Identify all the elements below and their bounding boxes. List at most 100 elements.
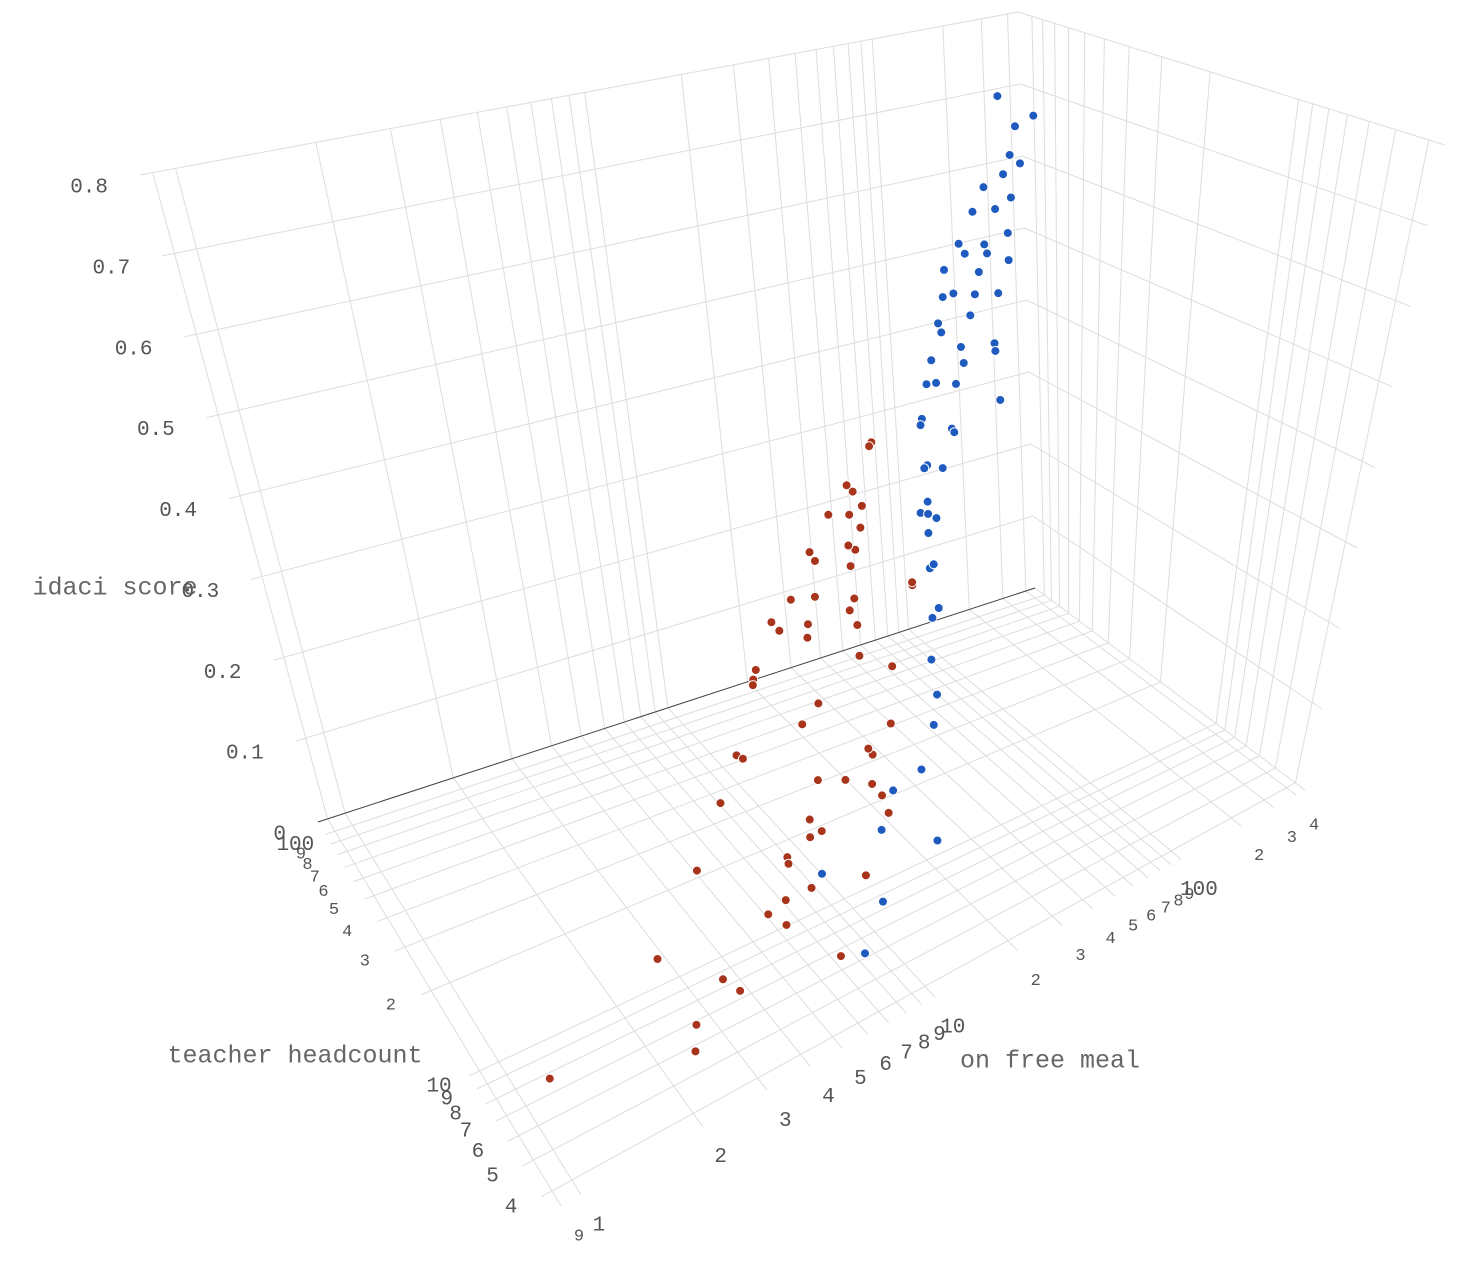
point <box>812 775 823 786</box>
point <box>802 632 813 643</box>
y-tick-label: 10 <box>426 1075 451 1098</box>
point <box>841 480 852 491</box>
point <box>926 654 937 665</box>
point <box>919 463 930 474</box>
x-tick-label: 4 <box>1309 816 1319 835</box>
grid-line <box>1030 443 1341 630</box>
point <box>978 182 989 193</box>
point <box>1004 149 1015 160</box>
grid-line <box>468 722 1217 1077</box>
y-tick-label: 5 <box>329 901 339 920</box>
grid-line <box>330 599 1052 845</box>
point <box>717 974 728 985</box>
z-tick-label: 0.8 <box>70 177 108 200</box>
x-tick-label: 8 <box>918 1032 931 1055</box>
y-tick-label: 100 <box>276 834 314 857</box>
point <box>544 1073 555 1084</box>
point <box>921 379 932 390</box>
y-tick-label: 8 <box>302 856 312 875</box>
point <box>907 577 918 588</box>
y-tick-label: 4 <box>505 1196 518 1219</box>
point <box>859 948 870 959</box>
grid-line <box>551 745 811 1067</box>
point <box>855 522 866 533</box>
point <box>932 689 943 700</box>
grid-line <box>206 227 1025 419</box>
point <box>1003 255 1014 266</box>
point <box>888 785 899 796</box>
point <box>965 310 976 321</box>
y-tick-label: 4 <box>342 923 352 942</box>
point <box>835 951 846 962</box>
x-tick-label: 8 <box>1173 892 1183 911</box>
grid-line <box>969 609 1242 827</box>
point <box>933 318 944 329</box>
point <box>973 266 984 277</box>
point <box>867 778 878 789</box>
grid-line <box>327 818 562 1207</box>
y-tick-label: 8 <box>449 1103 462 1126</box>
point <box>1009 121 1020 132</box>
point <box>931 377 942 388</box>
point <box>927 612 938 623</box>
point <box>715 798 726 809</box>
point <box>813 698 824 709</box>
grid-line <box>875 639 1149 879</box>
point <box>993 288 1004 299</box>
grid-line <box>344 612 1069 868</box>
point <box>844 509 855 520</box>
x-tick-label: 100 <box>1180 879 1218 902</box>
point <box>852 620 863 631</box>
z-tick-label: 0.3 <box>181 581 219 604</box>
grid-line <box>1025 590 1297 796</box>
point <box>992 91 1003 102</box>
y-tick-label: 7 <box>460 1121 473 1144</box>
point <box>990 345 1001 356</box>
point <box>863 743 874 754</box>
x-tick-label: 3 <box>1075 947 1085 966</box>
z-tick-label: 0.1 <box>226 743 264 766</box>
x-tick-label: 4 <box>822 1086 835 1109</box>
point <box>840 774 851 785</box>
point <box>937 292 948 303</box>
point <box>797 719 808 730</box>
point <box>783 858 794 869</box>
grid-line <box>1034 587 1306 791</box>
point <box>747 680 758 691</box>
grid-line <box>747 681 1019 951</box>
point <box>816 826 827 837</box>
point <box>928 559 939 570</box>
z-tick-label: 0 <box>273 824 286 847</box>
point <box>967 206 978 217</box>
grid-line <box>1024 227 1393 388</box>
grid-line <box>485 736 1235 1105</box>
point <box>995 394 1006 405</box>
grid-line <box>1017 11 1446 146</box>
grid-line <box>667 707 936 998</box>
point <box>804 814 815 825</box>
point <box>969 289 980 300</box>
y-tick-label: 9 <box>441 1089 454 1112</box>
point <box>937 463 948 474</box>
point <box>750 664 761 675</box>
grid-line <box>452 777 704 1127</box>
y-tick-label: 5 <box>486 1165 499 1188</box>
point <box>843 540 854 551</box>
grid-line <box>1002 598 1275 808</box>
point <box>735 985 746 996</box>
grid-line <box>540 782 1296 1198</box>
point <box>652 954 663 965</box>
z-tick-label: 0.4 <box>159 500 197 523</box>
point <box>990 204 1001 215</box>
grid-line <box>522 767 1276 1167</box>
point <box>877 790 888 801</box>
point <box>955 341 966 352</box>
grid-line <box>604 728 869 1035</box>
y-tick-label: 3 <box>360 953 370 972</box>
point <box>766 617 777 628</box>
grid-line <box>908 628 1182 860</box>
grid-line <box>228 299 1027 499</box>
grid-line <box>1019 83 1428 227</box>
grid-line <box>511 758 768 1091</box>
